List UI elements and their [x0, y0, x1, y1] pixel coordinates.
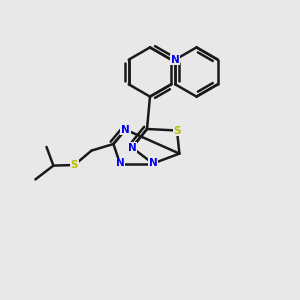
Text: N: N [128, 142, 136, 153]
Text: S: S [173, 125, 181, 136]
Text: N: N [171, 55, 180, 65]
Text: N: N [121, 124, 130, 135]
Text: N: N [148, 158, 158, 169]
Text: S: S [71, 160, 78, 170]
Text: N: N [116, 158, 124, 169]
